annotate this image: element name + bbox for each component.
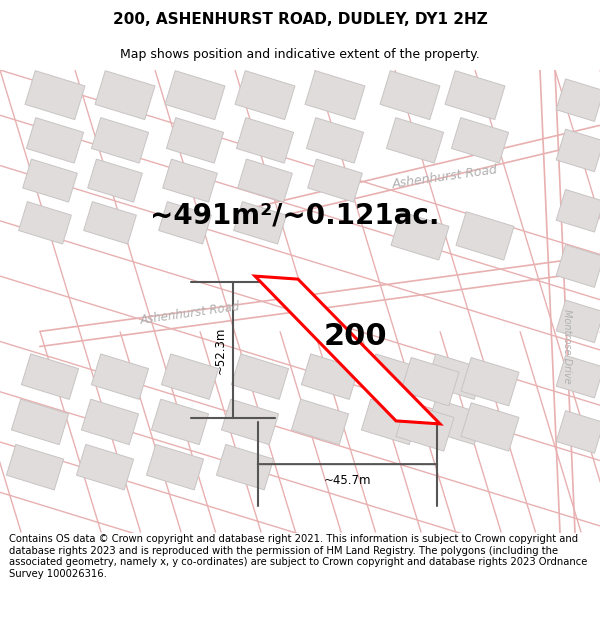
Text: 200: 200 bbox=[323, 322, 387, 351]
Polygon shape bbox=[232, 354, 289, 399]
Polygon shape bbox=[361, 399, 419, 444]
Polygon shape bbox=[7, 444, 64, 490]
Polygon shape bbox=[221, 399, 278, 444]
Polygon shape bbox=[82, 399, 139, 444]
Polygon shape bbox=[307, 118, 364, 163]
Polygon shape bbox=[386, 118, 443, 163]
Text: ~45.7m: ~45.7m bbox=[324, 474, 371, 487]
Text: Montrose Drive: Montrose Drive bbox=[562, 309, 572, 384]
Text: Contains OS data © Crown copyright and database right 2021. This information is : Contains OS data © Crown copyright and d… bbox=[9, 534, 587, 579]
Polygon shape bbox=[427, 354, 484, 399]
Text: 200, ASHENHURST ROAD, DUDLEY, DY1 2HZ: 200, ASHENHURST ROAD, DUDLEY, DY1 2HZ bbox=[113, 12, 487, 27]
Polygon shape bbox=[83, 202, 136, 244]
Polygon shape bbox=[556, 411, 600, 453]
Polygon shape bbox=[451, 118, 509, 163]
Polygon shape bbox=[427, 399, 484, 444]
Polygon shape bbox=[161, 354, 218, 399]
Polygon shape bbox=[367, 354, 424, 399]
Polygon shape bbox=[556, 79, 600, 121]
Polygon shape bbox=[26, 118, 83, 163]
Text: Ashenhurst Road: Ashenhurst Road bbox=[139, 300, 241, 327]
Polygon shape bbox=[556, 189, 600, 232]
Polygon shape bbox=[95, 71, 155, 119]
Polygon shape bbox=[217, 444, 274, 490]
Polygon shape bbox=[236, 118, 293, 163]
Polygon shape bbox=[19, 202, 71, 244]
Polygon shape bbox=[556, 300, 600, 343]
Polygon shape bbox=[25, 71, 85, 119]
Text: ~491m²/~0.121ac.: ~491m²/~0.121ac. bbox=[150, 202, 440, 230]
Polygon shape bbox=[292, 399, 349, 444]
Text: Ashenhurst Road: Ashenhurst Road bbox=[391, 164, 499, 191]
Polygon shape bbox=[166, 118, 224, 163]
Polygon shape bbox=[461, 402, 519, 451]
Polygon shape bbox=[91, 354, 149, 399]
Polygon shape bbox=[305, 71, 365, 119]
Polygon shape bbox=[445, 71, 505, 119]
Polygon shape bbox=[165, 71, 225, 119]
Polygon shape bbox=[301, 354, 359, 399]
Polygon shape bbox=[556, 356, 600, 398]
Polygon shape bbox=[151, 399, 209, 444]
Polygon shape bbox=[556, 245, 600, 288]
Polygon shape bbox=[461, 357, 519, 406]
Polygon shape bbox=[22, 354, 79, 399]
Polygon shape bbox=[391, 212, 449, 260]
Polygon shape bbox=[233, 202, 286, 244]
Polygon shape bbox=[401, 357, 459, 406]
Polygon shape bbox=[308, 159, 362, 202]
Polygon shape bbox=[91, 118, 149, 163]
Polygon shape bbox=[23, 159, 77, 202]
Polygon shape bbox=[255, 276, 440, 424]
Text: Map shows position and indicative extent of the property.: Map shows position and indicative extent… bbox=[120, 48, 480, 61]
Polygon shape bbox=[380, 71, 440, 119]
Polygon shape bbox=[556, 129, 600, 172]
Text: ~52.3m: ~52.3m bbox=[214, 326, 227, 374]
Polygon shape bbox=[238, 159, 292, 202]
Polygon shape bbox=[88, 159, 142, 202]
Polygon shape bbox=[235, 71, 295, 119]
Polygon shape bbox=[456, 212, 514, 260]
Polygon shape bbox=[11, 399, 68, 444]
Polygon shape bbox=[158, 202, 211, 244]
Polygon shape bbox=[163, 159, 217, 202]
Polygon shape bbox=[146, 444, 203, 490]
Polygon shape bbox=[76, 444, 134, 490]
Polygon shape bbox=[396, 402, 454, 451]
